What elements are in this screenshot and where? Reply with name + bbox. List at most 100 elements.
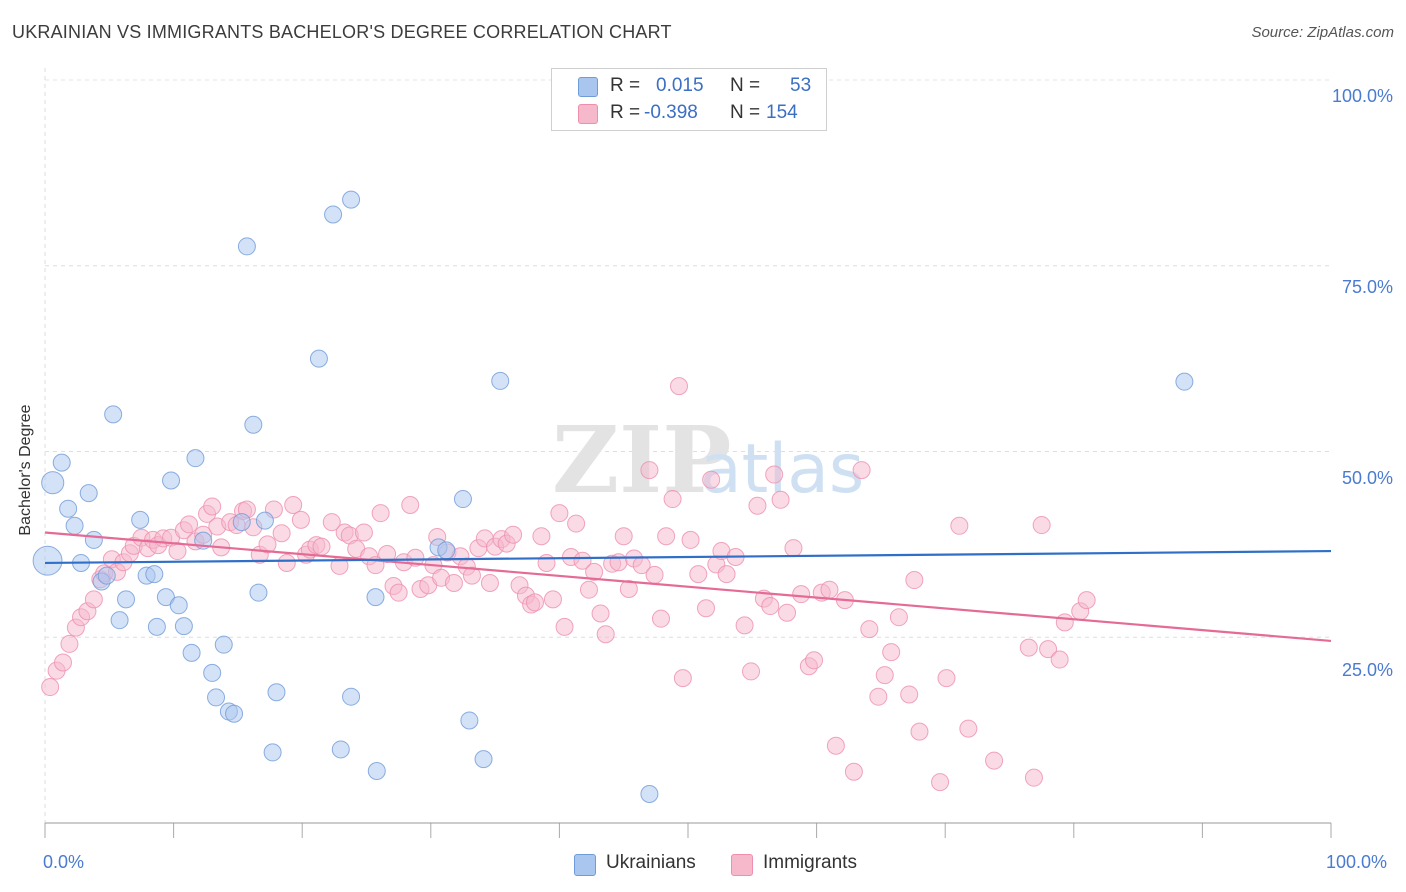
data-point (640, 785, 659, 804)
legend-swatch-immigrants (578, 104, 598, 124)
data-point (959, 719, 978, 738)
data-point (147, 617, 166, 636)
data-point (371, 504, 390, 523)
data-point (1039, 640, 1058, 659)
data-point (145, 565, 164, 584)
data-point (84, 590, 103, 609)
trend-line-ukrainians (44, 549, 1332, 565)
data-point (525, 593, 544, 612)
data-point (203, 497, 222, 516)
data-point (378, 545, 397, 564)
data-point (182, 643, 201, 662)
data-point (985, 751, 1004, 770)
data-point (406, 548, 425, 567)
data-point (875, 666, 894, 685)
data-point (41, 471, 65, 495)
data-point (537, 553, 556, 572)
watermark-zip: ZIP (552, 406, 731, 514)
data-point (778, 603, 797, 622)
source-label: Source: ZipAtlas.com (1251, 24, 1394, 41)
data-point (657, 527, 676, 546)
data-point (309, 349, 328, 368)
data-point (453, 490, 472, 509)
data-point (225, 704, 244, 723)
data-point (79, 484, 98, 503)
data-point (437, 541, 456, 560)
stats-legend: R = 0.015 N = 53 R = -0.398 N = 154 (551, 68, 827, 131)
data-point (367, 761, 386, 780)
data-point (784, 539, 803, 558)
data-point (742, 662, 761, 681)
data-point (366, 588, 385, 607)
data-point (186, 449, 205, 468)
data-point (826, 736, 845, 755)
data-point (689, 565, 708, 584)
data-point (543, 590, 562, 609)
data-point (669, 377, 688, 396)
data-point (203, 663, 222, 682)
data-point (882, 643, 901, 662)
legend-n-label: N = (730, 102, 761, 123)
legend-n-label: N = (730, 75, 761, 96)
data-point (614, 527, 633, 546)
x-tick-right: 100.0% (1326, 852, 1388, 872)
data-point (249, 583, 268, 602)
data-point (771, 490, 790, 509)
data-point (59, 499, 78, 518)
y-tick-50: 50.0% (1341, 468, 1393, 488)
data-point (555, 617, 574, 636)
data-point (765, 465, 784, 484)
data-point (104, 405, 123, 424)
y-tick-100: 100.0% (1331, 86, 1393, 106)
data-point (474, 750, 493, 769)
data-point (609, 553, 628, 572)
data-point (32, 545, 63, 576)
data-point (263, 743, 282, 762)
data-point (52, 453, 71, 472)
data-point (1024, 768, 1043, 787)
data-point (237, 237, 256, 256)
legend-n-value: 154 (766, 102, 798, 123)
data-point (900, 685, 919, 704)
data-point (640, 461, 659, 480)
data-point (792, 585, 811, 604)
data-point (937, 669, 956, 688)
data-point (480, 574, 499, 593)
data-point (663, 490, 682, 509)
legend-r-label: R = (610, 75, 641, 96)
data-point (1055, 613, 1074, 632)
data-point (322, 513, 341, 532)
data-point (645, 565, 664, 584)
data-point (291, 510, 310, 529)
data-point (1019, 638, 1038, 657)
data-point (931, 773, 950, 792)
data-point (258, 535, 277, 554)
data-point (844, 762, 863, 781)
x-tick-left: 0.0% (43, 852, 85, 872)
data-point (910, 722, 929, 741)
data-point (619, 579, 638, 598)
data-point (585, 562, 604, 581)
trend-line-immigrants (44, 531, 1332, 643)
data-point (277, 553, 296, 572)
data-point (673, 669, 692, 688)
data-point (354, 523, 373, 542)
data-point (117, 590, 136, 609)
data-point (444, 574, 463, 593)
data-point (1050, 650, 1069, 669)
data-point (174, 617, 193, 636)
data-point (331, 740, 350, 759)
data-point (110, 611, 129, 630)
chart-title: UKRAINIAN VS IMMIGRANTS BACHELOR'S DEGRE… (12, 22, 672, 42)
legend-n-value: 53 (790, 75, 812, 96)
data-point (869, 687, 888, 706)
data-point (267, 683, 286, 702)
data-point (131, 510, 150, 529)
data-point (748, 496, 767, 515)
data-point (401, 495, 420, 514)
data-point (342, 190, 361, 209)
data-point (214, 635, 233, 654)
data-point (905, 571, 924, 590)
bottom-swatch-immigrants (731, 854, 753, 876)
